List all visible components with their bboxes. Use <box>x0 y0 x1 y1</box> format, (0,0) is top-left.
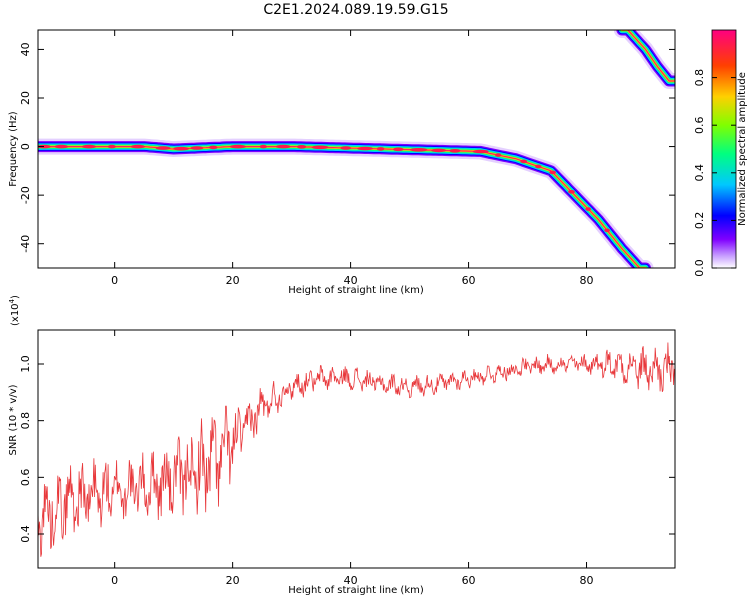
spectrogram-frame <box>37 29 676 269</box>
ridge-peak-blob <box>54 144 69 149</box>
spectrogram-x-ticks: 0 20 40 60 80 <box>111 30 594 287</box>
ridge-peak-blob <box>535 164 542 169</box>
colorbar-tick-label: 0.0 <box>693 259 706 277</box>
x-tick-label: 60 <box>462 274 476 287</box>
y-tick-label: -20 <box>19 186 32 204</box>
x-tick-label: 80 <box>580 574 594 587</box>
y-tick-label: 0 <box>19 143 32 150</box>
x-tick-label: 0 <box>111 574 118 587</box>
ridge-ridge-halo-outer <box>38 138 654 268</box>
ridge-peak-blob <box>259 144 267 149</box>
ridge-peak-blob <box>311 145 329 150</box>
ridge-peak-blob <box>568 190 575 194</box>
snr-x-label: Height of straight line (km) <box>288 585 424 596</box>
ridge-peak-blob <box>340 146 352 150</box>
ridge-peak-blob <box>495 153 502 157</box>
colorbar-tick-label: 0.8 <box>693 69 706 87</box>
x-tick-label: 20 <box>226 274 240 287</box>
snr-frame <box>37 329 676 569</box>
snr-panel: 0 20 40 60 80 0.4 0.6 0.8 1.0 Height of straigh… <box>8 295 676 596</box>
y-tick-label: 0.4 <box>19 525 32 543</box>
x-tick-label: 0 <box>111 274 118 287</box>
ridge-peak-blob <box>585 207 591 211</box>
ridge-peak-blob <box>296 145 307 149</box>
spectrogram-x-label: Height of straight line (km) <box>288 285 424 296</box>
colorbar-label: Normalized spectral amplitude <box>737 72 748 226</box>
ridge-peak-blob <box>357 146 373 151</box>
spectrogram-panel: 0 20 40 60 80 -40 -20 0 20 40 Height of straight… <box>8 29 676 296</box>
y-tick-label: -40 <box>19 235 32 253</box>
snr-y-label: SNR (10 * v/v) <box>8 384 19 455</box>
y-tick-label: 0.6 <box>19 469 32 487</box>
x-tick-label: 40 <box>344 574 358 587</box>
snr-x-ticks: 0 20 40 60 80 <box>111 330 594 587</box>
ridge-peak-blob <box>604 228 610 233</box>
y-tick-label: 20 <box>19 91 32 105</box>
colorbar: 0.0 0.2 0.4 0.6 0.8 Normalized spectral ampl… <box>693 29 748 277</box>
y-tick-label: 1.0 <box>19 355 32 373</box>
ridge-peak-blob <box>449 149 461 153</box>
spectrogram-y-label: Frequency (Hz) <box>8 111 19 187</box>
ridge-peak-blob <box>275 144 291 149</box>
x-tick-label: 40 <box>344 274 358 287</box>
ridge-peak-blob <box>393 147 404 152</box>
colorbar-tick-label: 0.4 <box>693 164 706 182</box>
x-tick-label: 60 <box>462 574 476 587</box>
ridge-peak-blob <box>209 145 218 150</box>
ridge-peak-blob <box>549 170 557 175</box>
colorbar-gradient <box>711 29 737 269</box>
chart-title: C2E1.2024.089.19.59.G15 <box>263 2 448 18</box>
ridge-peak-blob <box>155 146 171 150</box>
y-tick-label: 40 <box>19 42 32 56</box>
snr-scale-label: (x104) <box>8 295 21 326</box>
spectrogram-plot-area <box>38 30 675 268</box>
snr-y-ticks: 0.4 0.6 0.8 1.0 <box>19 355 675 543</box>
ridge-peak-blob <box>107 144 116 149</box>
snr-plot-area <box>38 342 675 557</box>
ridge-peak-blob <box>376 147 385 151</box>
ridge-peak-blob <box>472 149 489 154</box>
y-tick-label: 0.8 <box>19 412 32 430</box>
colorbar-tick-label: 0.2 <box>693 212 706 230</box>
x-tick-label: 20 <box>226 574 240 587</box>
ridge-peak-blob <box>409 148 428 152</box>
ridge-peak-blob <box>38 144 51 149</box>
ridge-peak-blob <box>431 148 447 153</box>
colorbar-ticks: 0.0 0.2 0.4 0.6 0.8 <box>693 69 736 277</box>
ridge-peak-blob <box>173 146 189 151</box>
spectrogram-y-ticks: -40 -20 0 20 40 <box>19 42 675 253</box>
ridge2-ridge-core <box>621 30 675 82</box>
ridge-peak-blob <box>81 144 97 149</box>
x-tick-label: 80 <box>580 274 594 287</box>
ridge-peak-blob <box>130 144 146 149</box>
colorbar-tick-label: 0.6 <box>693 116 706 134</box>
snr-series-line <box>38 342 675 557</box>
ridge-peak-blob <box>520 159 528 164</box>
ridge-peak-blob <box>229 144 247 149</box>
ridge-peak-blob <box>190 146 204 150</box>
